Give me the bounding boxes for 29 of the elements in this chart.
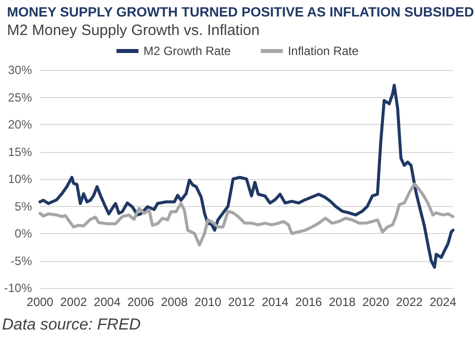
y-tick-label: -5%	[10, 254, 32, 268]
x-tick-label: 2020	[362, 295, 390, 309]
y-tick-label: 10%	[8, 172, 32, 186]
x-tick-label: 2004	[94, 295, 121, 309]
x-tick-label: 2024	[430, 295, 457, 309]
x-tick-label: 2006	[127, 295, 154, 309]
y-tick-label: -10%	[4, 281, 32, 295]
y-tick-label: 5%	[14, 199, 32, 214]
x-tick-label: 2008	[160, 295, 188, 309]
x-tick-label: 2012	[228, 295, 256, 309]
x-tick-label: 2018	[328, 295, 356, 309]
x-tick-label: 2010	[194, 295, 222, 309]
x-tick-label: 2016	[295, 295, 322, 309]
legend-label: M2 Growth Rate	[143, 44, 232, 58]
y-tick-label: 20%	[8, 118, 32, 132]
line-series	[38, 182, 454, 246]
x-tick-label: 2014	[262, 295, 289, 309]
y-tick-label: 15%	[8, 144, 32, 159]
chart-subtitle: M2 Money Supply Growth vs. Inflation	[7, 22, 260, 39]
legend-label: Inflation Rate	[288, 44, 359, 58]
source-note: Data source: FRED	[2, 316, 142, 334]
line-series	[38, 84, 454, 269]
x-tick-label: 2022	[396, 295, 424, 309]
x-tick-label: 2000	[26, 295, 54, 309]
x-tick-label: 2002	[60, 295, 88, 309]
y-tick-label: 25%	[8, 90, 32, 104]
y-tick-label: 0%	[14, 226, 32, 240]
chart-title: MONEY SUPPLY GROWTH TURNED POSITIVE AS INFLATION SUBSIDED	[7, 4, 474, 20]
y-tick-label: 30%	[8, 63, 32, 77]
